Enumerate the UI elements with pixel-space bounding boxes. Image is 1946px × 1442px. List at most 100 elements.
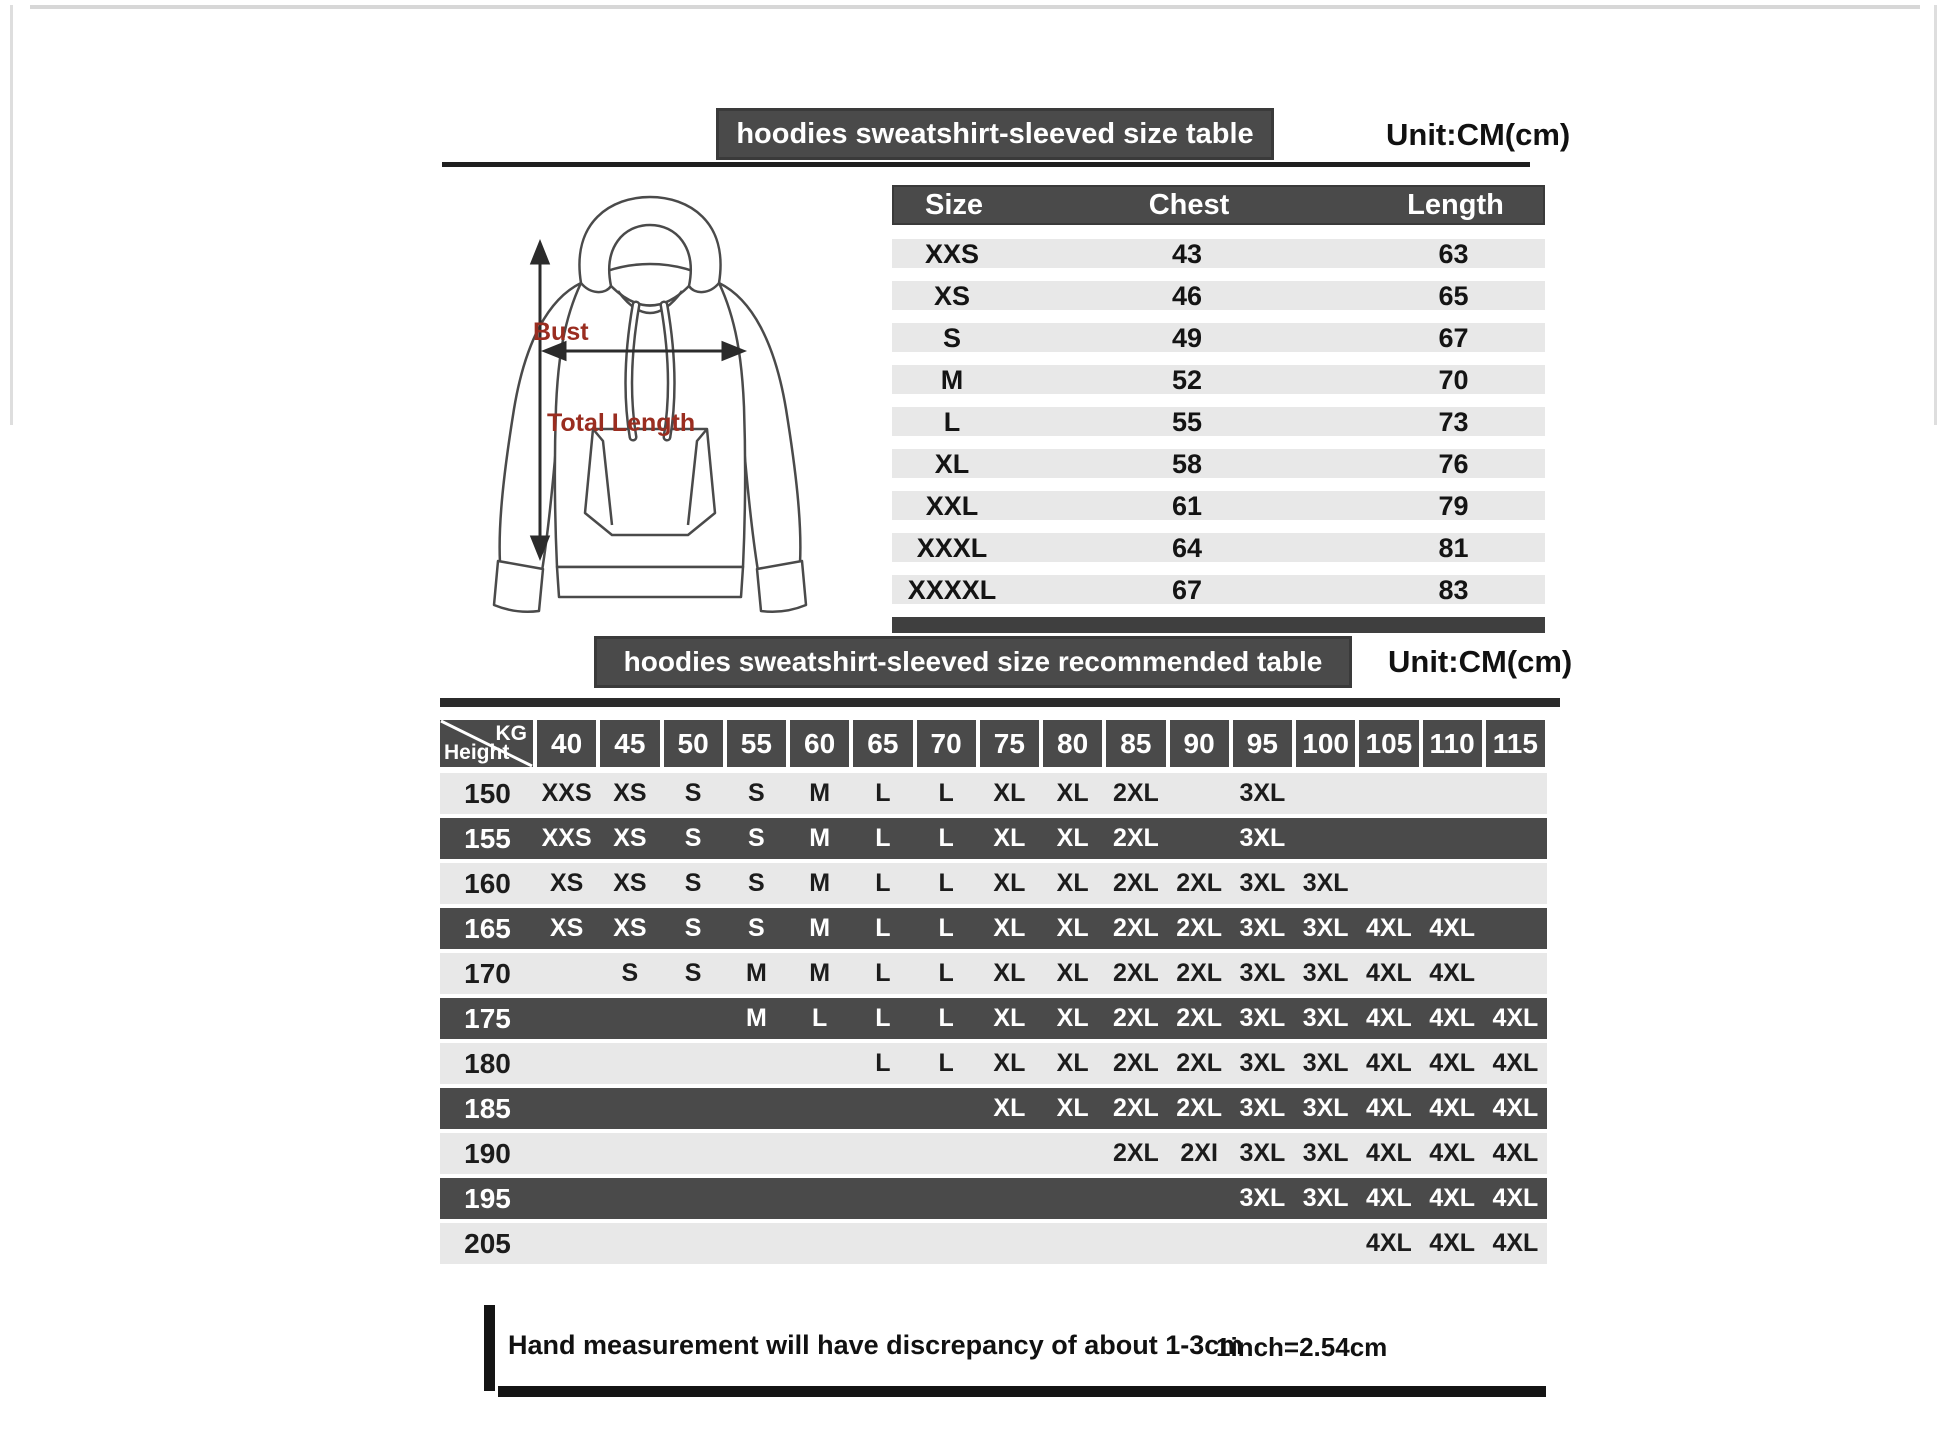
recommended-size-matrix: KG Height 40 45 50 55 60 65 70 75 80 85 90 95 100 105… xyxy=(440,720,1547,1268)
note-underline xyxy=(498,1386,1546,1397)
matrix-weight-header: 90 xyxy=(1168,720,1231,767)
chest-cell: 61 xyxy=(1171,491,1203,521)
matrix-size-cell: 4XL xyxy=(1365,1139,1412,1167)
matrix-size-cell: M xyxy=(809,959,831,987)
chest-cell: 52 xyxy=(1171,365,1203,395)
matrix-row: 205 4XL 4XL 4XL xyxy=(440,1223,1547,1264)
matrix-size-cell: 2XL xyxy=(1112,959,1159,987)
matrix-size-cell: L xyxy=(938,779,954,807)
photo-edge-right xyxy=(1934,5,1937,425)
matrix-weight-label: 65 xyxy=(853,720,913,767)
matrix-height-label: 155 xyxy=(464,822,511,854)
size-cell: M xyxy=(940,365,964,395)
matrix-weight-label: 105 xyxy=(1359,720,1419,767)
matrix-size-cell: M xyxy=(809,869,831,897)
matrix-weight-header: 60 xyxy=(788,720,851,767)
length-cell: 65 xyxy=(1438,281,1469,311)
total-length-label: Total Length xyxy=(547,409,695,437)
matrix-size-cell: XXS xyxy=(541,779,592,807)
total-length-arrow-bottom xyxy=(529,535,551,562)
matrix-size-cell: 3XL xyxy=(1302,1004,1349,1032)
matrix-weight-label: 55 xyxy=(726,720,786,767)
divider-line-2 xyxy=(440,698,1560,707)
matrix-size-cell: XS xyxy=(613,824,647,852)
hoodie-pocket-seam-left xyxy=(592,428,614,526)
matrix-weight-header: 115 xyxy=(1484,720,1547,767)
matrix-size-cell: XL xyxy=(993,1004,1026,1032)
bust-label: Bust xyxy=(533,318,589,346)
matrix-weight-header: 70 xyxy=(915,720,978,767)
matrix-size-cell: 2XL xyxy=(1176,1094,1223,1122)
matrix-size-cell: 4XL xyxy=(1429,1049,1476,1077)
hoodie-measurement-diagram: Bust Total Length xyxy=(440,183,860,615)
size-table-row: XXXL 64 81 xyxy=(892,533,1545,563)
chest-cell: 67 xyxy=(1171,575,1203,605)
matrix-size-cell: 4XL xyxy=(1492,1004,1539,1032)
matrix-size-cell: XL xyxy=(993,959,1026,987)
chest-cell: 55 xyxy=(1171,407,1203,437)
matrix-weight-label: 85 xyxy=(1106,720,1166,767)
matrix-size-cell: 4XL xyxy=(1492,1139,1539,1167)
unit-label-1: Unit:CM(cm) xyxy=(1386,117,1571,152)
matrix-weight-label: 110 xyxy=(1422,720,1482,767)
matrix-weight-label: 45 xyxy=(600,720,660,767)
matrix-size-cell: L xyxy=(938,1049,954,1077)
matrix-size-cell: XL xyxy=(1056,959,1089,987)
matrix-size-cell: 4XL xyxy=(1492,1184,1539,1212)
matrix-size-cell: 3XL xyxy=(1239,1184,1286,1212)
matrix-size-cell: 2XL xyxy=(1176,959,1223,987)
matrix-height-label: 190 xyxy=(464,1137,511,1169)
matrix-height-label: 205 xyxy=(464,1227,511,1259)
matrix-size-cell: 2XL xyxy=(1176,869,1223,897)
matrix-size-cell: XS xyxy=(549,914,584,942)
bust-arrow-left xyxy=(540,340,567,362)
matrix-height-label: 175 xyxy=(464,1002,511,1034)
matrix-size-cell: 2XL xyxy=(1112,869,1159,897)
matrix-size-cell: 3XL xyxy=(1239,1139,1286,1167)
chest-cell: 43 xyxy=(1171,239,1203,269)
matrix-height-label: 180 xyxy=(464,1047,511,1079)
length-column-header: Length xyxy=(1407,188,1504,221)
size-table-row: XS 46 65 xyxy=(892,281,1545,311)
matrix-size-cell: 3XL xyxy=(1239,779,1286,807)
matrix-size-cell: L xyxy=(875,779,891,807)
matrix-size-cell: 4XL xyxy=(1365,1094,1412,1122)
matrix-weight-label: 40 xyxy=(537,720,597,767)
matrix-size-cell: 3XL xyxy=(1239,959,1286,987)
size-table-row: XXS 43 63 xyxy=(892,239,1545,269)
matrix-size-cell: 2XL xyxy=(1112,779,1159,807)
matrix-size-cell: L xyxy=(875,1049,891,1077)
matrix-size-cell: 4XL xyxy=(1365,1229,1412,1257)
matrix-size-cell: S xyxy=(748,824,765,852)
matrix-size-cell: 3XL xyxy=(1302,1049,1349,1077)
matrix-row: 155 XXS XS S S M L L XL XL 2XL 3XL xyxy=(440,818,1547,859)
matrix-size-cell: XL xyxy=(1056,1094,1089,1122)
matrix-size-cell: S xyxy=(684,869,702,897)
matrix-size-cell: 2XL xyxy=(1176,914,1223,942)
size-cell: XS xyxy=(933,281,971,311)
matrix-size-cell: XL xyxy=(993,869,1026,897)
divider-line-1 xyxy=(442,162,1530,167)
matrix-row: 190 2XL 2XI 3XL 3XL 4XL 4XL 4XL xyxy=(440,1133,1547,1174)
matrix-height-label: 150 xyxy=(464,777,511,809)
matrix-weight-header: 75 xyxy=(978,720,1041,767)
matrix-height-label: 170 xyxy=(464,957,511,989)
matrix-height-label: 195 xyxy=(464,1182,511,1214)
matrix-size-cell: 2XL xyxy=(1112,824,1159,852)
size-table-header: Size Chest Length xyxy=(892,185,1545,225)
matrix-size-cell: XL xyxy=(993,779,1026,807)
hoodie-hood xyxy=(578,195,722,294)
unit-label-2: Unit:CM(cm) xyxy=(1388,644,1573,679)
size-cell: XXL xyxy=(925,491,979,521)
matrix-weight-header: 100 xyxy=(1294,720,1357,767)
matrix-size-cell: 4XL xyxy=(1429,1229,1476,1257)
matrix-size-cell: S xyxy=(748,779,765,807)
matrix-weight-header: 80 xyxy=(1041,720,1104,767)
size-table-body: XXS 43 63 XS 46 65 S 49 67 M 52 70 L 55 73 XL 58 76 XXL 61 7… xyxy=(892,239,1545,605)
matrix-size-cell: 4XL xyxy=(1429,914,1476,942)
size-table-row: XXL 61 79 xyxy=(892,491,1545,521)
size-cell: XXS xyxy=(924,239,980,269)
matrix-size-cell: 2XL xyxy=(1112,1094,1159,1122)
matrix-size-cell: 3XL xyxy=(1302,1139,1349,1167)
matrix-size-cell: 4XL xyxy=(1492,1094,1539,1122)
